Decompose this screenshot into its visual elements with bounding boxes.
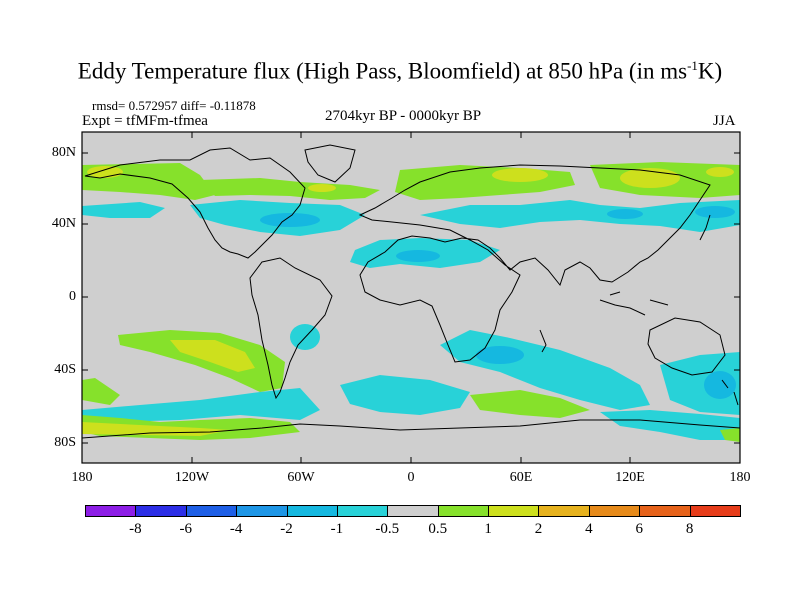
coastlines: [82, 144, 740, 439]
eurasia-africa-coast: [358, 164, 711, 363]
title-exponent: -1: [687, 58, 698, 73]
colorbar-swatch: [387, 505, 439, 517]
colorbar-level-label: 0.5: [428, 521, 448, 537]
lon-label: 120E: [615, 470, 645, 485]
positive-core: [492, 168, 548, 182]
positive-region: [118, 330, 285, 392]
negative-core: [476, 346, 524, 364]
lon-label: 120W: [174, 470, 210, 485]
colorbar-swatch: [588, 505, 641, 517]
colorbar-swatch: [135, 505, 187, 517]
lon-label: 0: [407, 470, 415, 485]
colorbar-swatch: [286, 505, 338, 517]
colorbar-level-label: -0.5: [375, 521, 400, 537]
lon-label: 180: [729, 470, 751, 485]
colorbar-level-label: 8: [685, 521, 694, 537]
lon-ticks: [191, 132, 631, 463]
positive-core: [87, 166, 123, 178]
colorbar-swatch: [185, 505, 238, 517]
experiment-label: Expt = tfMFm-tfmea: [82, 113, 208, 129]
colorbar-swatch: [639, 505, 691, 517]
anomaly-field: [82, 162, 740, 442]
lon-label: 180: [71, 470, 93, 485]
lat-label: 80N: [51, 145, 76, 160]
positive-region: [720, 428, 740, 442]
lat-label: 40S: [54, 362, 76, 377]
negative-core: [704, 371, 736, 399]
lat-label: 0: [69, 289, 76, 304]
negative-region: [82, 388, 320, 424]
negative-region: [340, 375, 470, 415]
islands-coast: [539, 214, 739, 406]
negative-core: [260, 213, 320, 227]
positive-region: [200, 178, 380, 200]
antarctica-coast: [82, 419, 740, 439]
negative-region: [82, 202, 165, 218]
colorbar-level-label: 1: [484, 521, 492, 537]
colorbar-level-label: -8: [129, 521, 142, 537]
colorbar-swatch: [236, 505, 288, 517]
colorbar-swatch: [538, 505, 590, 517]
colorbar-swatch: [689, 505, 741, 517]
negative-region: [600, 410, 740, 440]
colorbar-level-label: 2: [534, 521, 543, 537]
season-label: JJA: [713, 113, 736, 129]
colorbar-level-label: 4: [585, 521, 593, 537]
positive-core: [170, 340, 255, 372]
colorbar-swatch: [437, 505, 490, 517]
lat-ticks: [82, 152, 740, 444]
positive-region: [470, 390, 590, 418]
period-label: 2704kyr BP - 0000kyr BP: [325, 108, 482, 124]
negative-region: [420, 200, 740, 232]
australia-coast: [647, 317, 726, 376]
greenland-coast: [304, 144, 356, 183]
colorbar-swatch: [488, 505, 540, 517]
colorbar-level-label: 6: [635, 521, 643, 537]
colorbar-level-label: -4: [229, 521, 243, 537]
rmsd-diff-stats: rmsd= 0.572957 diff= -0.11878: [92, 98, 256, 113]
colorbar-swatch: [85, 505, 137, 517]
colorbar-swatch: [336, 505, 389, 517]
positive-region: [82, 378, 120, 405]
positive-core: [706, 167, 734, 177]
negative-core: [396, 250, 440, 262]
colorbar-level-label: -6: [179, 521, 193, 537]
south-america-coast: [249, 257, 333, 400]
axis-ticks: [82, 132, 740, 463]
north-america-coast: [84, 147, 306, 259]
lat-label: 40N: [51, 216, 76, 231]
colorbar: [85, 505, 741, 517]
lat-label: 80S: [54, 435, 76, 450]
positive-core: [308, 184, 336, 192]
negative-core: [607, 209, 643, 219]
lon-label: 60W: [287, 470, 315, 485]
colorbar-level-label: -2: [280, 521, 293, 537]
negative-region: [660, 352, 740, 415]
lon-label: 60E: [509, 470, 533, 485]
colorbar-level-label: -1: [330, 521, 344, 537]
title-unit-tail: K): [697, 58, 723, 84]
negative-core: [695, 206, 735, 218]
title-text: Eddy Temperature flux (High Pass, Bloomf…: [77, 58, 688, 84]
plot-title: Eddy Temperature flux (High Pass, Bloomf…: [0, 58, 800, 85]
